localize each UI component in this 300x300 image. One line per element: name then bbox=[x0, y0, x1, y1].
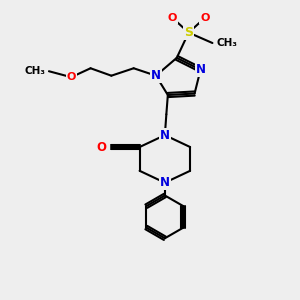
Text: O: O bbox=[67, 72, 76, 82]
Text: N: N bbox=[160, 176, 170, 189]
Text: O: O bbox=[200, 13, 210, 23]
Text: O: O bbox=[168, 13, 177, 23]
Text: S: S bbox=[184, 26, 193, 39]
Text: CH₃: CH₃ bbox=[24, 66, 45, 76]
Text: CH₃: CH₃ bbox=[217, 38, 238, 48]
Text: N: N bbox=[196, 63, 206, 76]
Text: N: N bbox=[151, 69, 161, 82]
Text: N: N bbox=[160, 129, 170, 142]
Text: O: O bbox=[96, 140, 106, 154]
